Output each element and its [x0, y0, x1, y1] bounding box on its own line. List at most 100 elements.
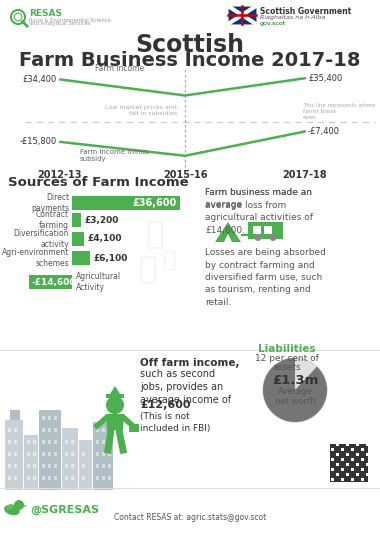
Text: £6,100: £6,100	[93, 254, 127, 262]
Bar	[71, 476, 74, 480]
Bar	[264, 226, 272, 234]
Bar	[346, 453, 349, 456]
Text: £1.3m: £1.3m	[272, 373, 318, 387]
Circle shape	[106, 396, 124, 414]
Text: gov.scot: gov.scot	[260, 20, 286, 25]
Bar	[42, 476, 45, 480]
Text: This line represents where
farms break
even: This line represents where farms break e…	[303, 103, 375, 120]
Bar	[351, 458, 354, 461]
Bar	[341, 478, 344, 481]
Text: 🐄: 🐄	[146, 221, 164, 250]
Bar	[48, 416, 51, 420]
Text: Liabilities: Liabilities	[258, 344, 316, 354]
Bar	[331, 448, 334, 451]
Bar	[48, 464, 51, 468]
Bar	[48, 476, 51, 480]
Bar	[346, 473, 349, 476]
Bar	[366, 453, 369, 456]
Bar	[356, 443, 359, 446]
Bar	[33, 440, 36, 444]
Bar	[336, 443, 339, 446]
Bar	[65, 452, 68, 456]
Polygon shape	[215, 222, 241, 242]
Text: assets: assets	[273, 363, 301, 372]
Bar	[72, 196, 180, 210]
Bar	[10, 410, 20, 420]
Bar	[65, 464, 68, 468]
Bar	[42, 464, 45, 468]
Bar	[108, 440, 111, 444]
Bar	[72, 213, 81, 227]
Text: @SGRESAS: @SGRESAS	[30, 505, 99, 515]
Text: such as second
jobs, provides an
average income of: such as second jobs, provides an average…	[140, 369, 231, 405]
Bar	[65, 476, 68, 480]
Bar	[82, 476, 85, 480]
Text: £36,600: £36,600	[133, 198, 177, 208]
Text: RESAS: RESAS	[29, 8, 62, 18]
Bar	[72, 251, 90, 265]
Bar	[33, 452, 36, 456]
Text: -£7,400: -£7,400	[308, 127, 340, 136]
Text: £35,400: £35,400	[308, 74, 342, 82]
Bar	[48, 440, 51, 444]
Circle shape	[263, 358, 327, 422]
Bar	[27, 464, 30, 468]
Bar	[331, 468, 334, 471]
Text: Sources of Farm Income: Sources of Farm Income	[8, 176, 188, 189]
Bar	[8, 440, 11, 444]
Text: Contact RESAS at: agric.stats@gov.scot: Contact RESAS at: agric.stats@gov.scot	[114, 514, 266, 522]
Bar	[346, 443, 349, 446]
Bar	[14, 452, 17, 456]
Bar	[356, 453, 359, 456]
Bar	[96, 452, 99, 456]
Circle shape	[269, 234, 277, 241]
Text: Rural & Environmental Science: Rural & Environmental Science	[29, 18, 111, 23]
Bar	[8, 464, 11, 468]
Wedge shape	[263, 358, 327, 422]
Polygon shape	[106, 414, 124, 430]
Text: Riaghaltas na h-Alba: Riaghaltas na h-Alba	[260, 14, 325, 19]
Bar	[71, 452, 74, 456]
Bar	[330, 444, 368, 482]
Bar	[361, 468, 364, 471]
Text: (This is not
included in FBI): (This is not included in FBI)	[140, 412, 211, 433]
Bar	[71, 440, 74, 444]
Bar	[102, 476, 105, 480]
Ellipse shape	[4, 505, 20, 515]
Text: £3,200: £3,200	[84, 216, 119, 224]
Circle shape	[255, 234, 261, 241]
Bar	[39, 410, 61, 490]
Bar	[48, 452, 51, 456]
Bar	[72, 232, 84, 246]
Bar	[65, 440, 68, 444]
Text: 12 per cent of: 12 per cent of	[255, 354, 319, 363]
Text: Low market prices and
fall in subsidies: Low market prices and fall in subsidies	[105, 105, 177, 116]
Text: Farm Business Income 2017-18: Farm Business Income 2017-18	[19, 51, 361, 70]
Bar	[253, 226, 261, 234]
Bar	[366, 473, 369, 476]
Bar	[79, 440, 92, 490]
Text: 🐑: 🐑	[163, 250, 177, 270]
Bar	[361, 458, 364, 461]
Text: Off farm income,: Off farm income,	[140, 358, 239, 368]
Bar	[27, 476, 30, 480]
Bar	[228, 6, 256, 24]
Bar	[356, 463, 359, 466]
Text: Losses are being absorbed
by contract farming and
diversified farm use, such
as : Losses are being absorbed by contract fa…	[205, 248, 326, 307]
Bar	[54, 416, 57, 420]
Text: Agri-environment
schemes: Agri-environment schemes	[2, 248, 69, 268]
Bar	[42, 440, 45, 444]
Bar	[102, 452, 105, 456]
Bar	[351, 478, 354, 481]
Bar	[54, 476, 57, 480]
Bar	[42, 416, 45, 420]
Bar	[8, 428, 11, 432]
Text: Farm income: Farm income	[95, 64, 144, 74]
Bar	[54, 440, 57, 444]
Bar	[341, 468, 344, 471]
Bar	[129, 424, 139, 432]
Bar	[341, 448, 344, 451]
Circle shape	[14, 500, 24, 510]
Bar	[336, 463, 339, 466]
Bar	[14, 428, 17, 432]
